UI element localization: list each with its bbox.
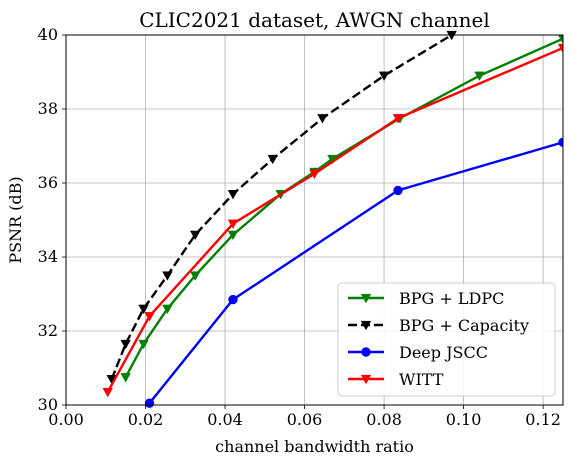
legend-item: WITT — [348, 370, 444, 389]
legend-box — [337, 282, 556, 397]
legend-item: BPG + LDPC — [348, 289, 504, 308]
plot-frame — [65, 34, 564, 406]
x-axis-label: channel bandwidth ratio — [215, 437, 414, 456]
data-point — [378, 71, 390, 82]
x-tick-label: 0.12 — [525, 410, 561, 429]
data-point — [227, 190, 239, 200]
series-bpg-capacity — [106, 30, 457, 385]
x-tick-label: 0.02 — [128, 410, 164, 429]
x-tick-label: 0.08 — [366, 410, 402, 429]
data-point — [317, 114, 328, 124]
data-point — [102, 387, 113, 398]
data-point — [267, 154, 278, 165]
legend-marker — [361, 347, 371, 357]
y-tick-label: 40 — [38, 25, 58, 44]
data-point — [557, 34, 563, 45]
y-axis-label: PSNR (dB) — [6, 176, 25, 263]
series-line — [110, 33, 453, 380]
legend-marker — [360, 374, 372, 385]
ticks: 0.00 0.02 0.04 0.06 0.08 0.10 0.12 30 32 34 36 38 40 — [38, 25, 561, 429]
legend-label: Deep JSCC — [399, 343, 488, 362]
y-tick-label: 30 — [38, 395, 58, 414]
x-tick-label: 0.00 — [48, 410, 84, 429]
data-point — [392, 114, 404, 124]
chart-title: CLIC2021 dataset, AWGN channel — [139, 8, 490, 32]
data-point — [138, 339, 149, 350]
data-point — [138, 304, 149, 315]
series-witt — [102, 43, 563, 398]
data-point — [227, 219, 239, 230]
data-point — [309, 169, 320, 180]
data-point — [189, 230, 201, 241]
legend-marker — [360, 293, 372, 304]
series-line — [106, 46, 563, 393]
x-tick-label: 0.10 — [446, 410, 482, 429]
data-point — [474, 71, 485, 82]
data-point — [393, 185, 403, 196]
data-point — [189, 271, 201, 281]
data-point — [162, 304, 173, 315]
series-line — [148, 141, 563, 404]
legend-label: BPG + Capacity — [399, 316, 529, 335]
y-tick-label: 32 — [38, 321, 58, 340]
x-tick-label: 0.06 — [287, 410, 323, 429]
data-point — [557, 43, 563, 54]
data-point — [162, 271, 173, 281]
data-point — [228, 294, 238, 305]
legend-item: Deep JSCC — [348, 343, 488, 362]
legend-marker — [360, 320, 372, 331]
legend-label: WITT — [399, 370, 444, 389]
data-point — [120, 339, 131, 350]
legend: BPG + LDPC BPG + Capacity Deep JSCC WITT — [337, 282, 556, 397]
series-layer — [102, 30, 563, 408]
legend-label: BPG + LDPC — [399, 289, 504, 308]
data-point — [144, 312, 155, 322]
x-tick-label: 0.04 — [207, 410, 243, 429]
data-point — [227, 230, 239, 241]
y-tick-label: 38 — [38, 99, 58, 118]
data-point — [120, 373, 131, 383]
y-tick-label: 36 — [38, 173, 58, 192]
data-point — [144, 398, 155, 408]
legend-item: BPG + Capacity — [348, 316, 529, 335]
y-tick-label: 34 — [38, 247, 58, 266]
